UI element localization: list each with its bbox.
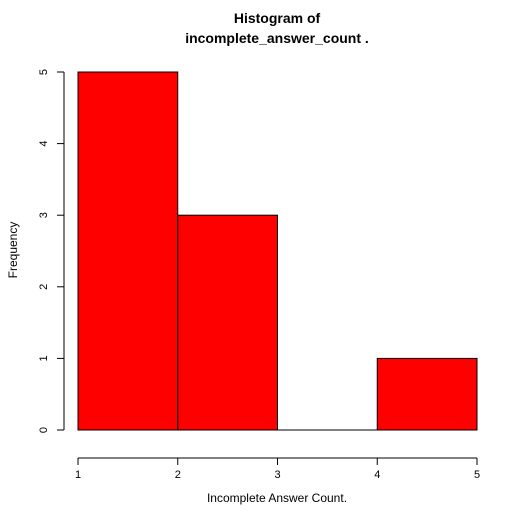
- histogram-bar-2: [178, 215, 278, 430]
- y-axis-label: Frequency: [6, 222, 20, 279]
- x-tick-label-1: 1: [75, 469, 81, 481]
- y-tick-label-4: 3: [38, 212, 50, 218]
- y-tick-label-3: 2: [38, 284, 50, 290]
- chart-title-line-2: incomplete_answer_count .: [185, 30, 369, 46]
- x-tick-label-2: 2: [175, 469, 181, 481]
- histogram-bar-4: [377, 358, 477, 430]
- x-axis: 1 2 3 4 5: [75, 458, 480, 481]
- histogram-bar-1: [78, 72, 178, 430]
- x-tick-label-5: 5: [474, 469, 480, 481]
- y-tick-label-6: 5: [38, 69, 50, 75]
- x-tick-label-3: 3: [274, 469, 280, 481]
- y-tick-label-5: 4: [38, 141, 50, 147]
- x-tick-label-4: 4: [374, 469, 380, 481]
- histogram-bars: [78, 72, 477, 430]
- chart-title-line-1: Histogram of: [234, 10, 321, 26]
- x-axis-label: Incomplete Answer Count.: [207, 491, 347, 505]
- y-axis: 0 1 2 3 4 5: [38, 69, 64, 433]
- y-tick-label-1: 0: [38, 427, 50, 433]
- y-tick-label-2: 1: [38, 355, 50, 361]
